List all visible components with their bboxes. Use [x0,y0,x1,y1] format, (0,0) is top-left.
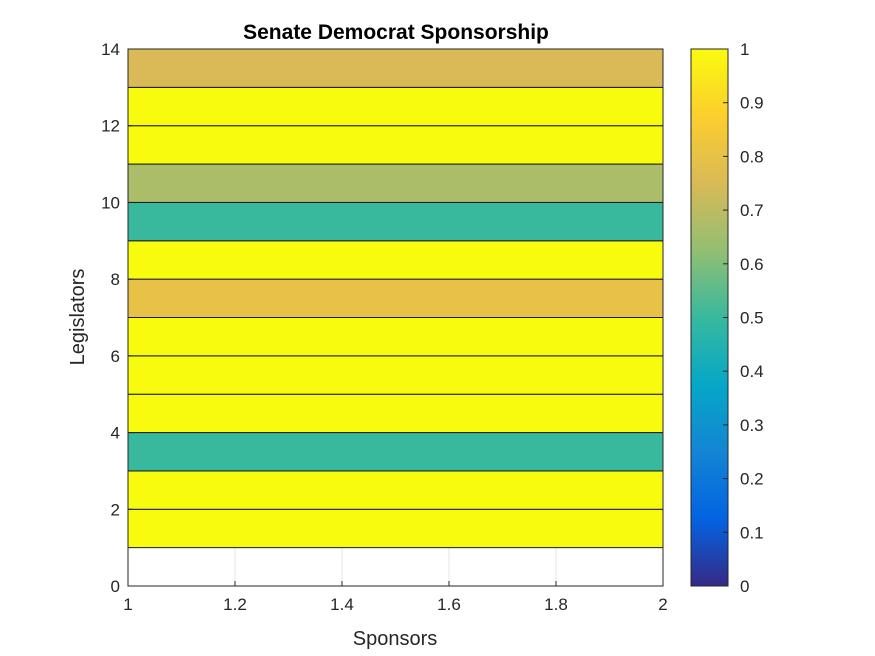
colorbar-tick-label: 0.6 [740,255,764,274]
colorbar-tick-label: 0 [740,577,749,596]
colorbar-tick-label: 0.7 [740,201,764,220]
heatmap-cell [127,86,664,127]
heatmap-cell [127,278,664,318]
x-tick-label: 1.2 [223,595,247,614]
x-axis-label: Sponsors [353,628,438,650]
plot-frame [127,48,664,587]
y-tick-label: 14 [101,40,120,59]
x-tick-label: 1 [123,595,132,614]
heatmap-cell [127,393,664,434]
colorbar [690,48,729,587]
colorbar-tick-label: 0.9 [740,94,764,113]
y-tick-label: 10 [101,193,120,212]
y-tick-label: 2 [111,500,120,519]
y-tick-label: 8 [111,270,120,289]
colorbar-tick-label: 0.4 [740,362,764,381]
colorbar-tick-label: 0.3 [740,416,764,435]
heatmap-cell [127,240,664,280]
heatmap-cell [127,432,664,472]
chart-title: Senate Democrat Sponsorship [243,21,549,44]
heatmap-cell [127,355,664,395]
x-tick-label: 1.6 [437,595,461,614]
colorbar-tick-label: 0.2 [740,470,764,489]
x-axis-ticks: 1 1.2 1.4 1.6 1.8 2 [123,581,668,614]
heatmap-cell [127,317,664,357]
x-tick-label: 2 [658,595,667,614]
y-tick-label: 0 [111,577,120,596]
y-tick-label: 6 [111,347,120,366]
colorbar-tick-label: 0.8 [740,147,764,166]
colorbar-tick-label: 1 [740,40,749,59]
heatmap-cell [127,470,664,510]
heatmap-cells [127,48,664,549]
y-axis-label: Legislators [67,269,89,366]
x-tick-label: 1.8 [544,595,568,614]
heatmap-cell [127,48,664,88]
colorbar-tick-label: 0.5 [740,309,764,328]
y-tick-label: 12 [101,117,120,136]
colorbar-tick-label: 0.1 [740,523,764,542]
y-tick-label: 4 [111,424,120,443]
x-tick-label: 1.4 [330,595,354,614]
heatmap-cell [127,125,664,165]
heatmap-cell [127,508,664,549]
y-axis-ticks: 0 2 4 6 8 10 12 14 [101,40,133,596]
heatmap-cell [127,201,664,242]
colorbar-ticks: 0 0.1 0.2 0.3 0.4 0.5 0.6 0.7 0.8 0.9 1 [723,40,764,596]
heatmap-cell [127,163,664,203]
